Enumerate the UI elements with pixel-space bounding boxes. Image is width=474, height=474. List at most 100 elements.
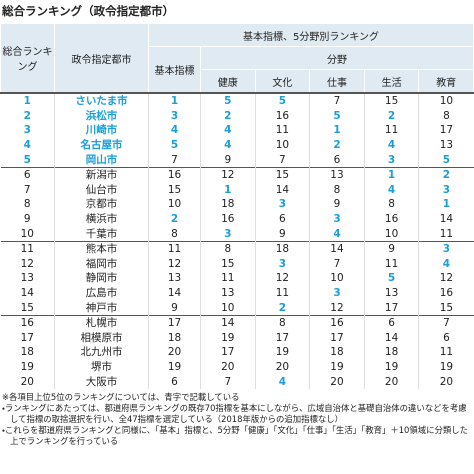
rank-cell: 19 [254,345,310,360]
rank-cell: 10 [20,227,34,240]
rank-cell: 2 [148,211,201,227]
rank-cell: 11 [418,226,474,242]
header-cell: 基本指標、5分野別ランキング [148,23,474,47]
rank-cell: 3 [23,124,31,137]
rank-cell: 13 [20,272,34,285]
rank-cell: 10 [148,197,201,212]
city-cell: 熊本市 [54,240,149,257]
rank-cell: 7 [418,314,474,331]
rank-cell: 9 [200,152,256,168]
rank-cell: 10 [309,271,365,286]
rank-cell: 4 [23,139,31,152]
rank-cell: 12 [200,166,256,183]
rank-cell: 4 [200,123,256,138]
rank-cell: 13 [200,285,256,301]
city-cell: 岡山市 [54,152,149,168]
ranking-table: 総合ランキング 政令指定都市 基本指標、5分野別ランキング 基本指標 分野 健康… [0,23,474,389]
rank-cell: 13 [309,166,365,183]
city-cell: 相模原市 [54,330,149,346]
rank-cell: 8 [418,108,474,124]
rank-cell: 11 [254,285,310,301]
city-cell: さいたま市 [54,92,149,109]
rank-cell: 20 [363,374,419,389]
rank-cell: 12 [309,300,365,316]
rank-cell: 2 [200,108,256,124]
rank-cell: 9 [363,240,419,257]
rank-cell: 7 [309,92,365,109]
rank-cell: 19 [20,360,34,373]
rank-cell: 15 [254,166,310,183]
rank-cell: 12 [20,257,34,270]
table-row: 15 神戸市 9 10 2 12 17 15 [1,300,474,316]
rank-cell: 17 [20,331,34,344]
rank-cell: 5 [418,152,474,168]
rank-cell: 4 [363,182,419,198]
table-row: 14 広島市 14 13 11 3 13 16 [1,285,474,301]
rank-cell: 11 [363,123,419,138]
city-cell: 北九州市 [54,345,149,360]
city-cell: 堺市 [54,359,149,375]
rank-cell: 14 [418,211,474,227]
rank-cell: 11 [148,240,201,257]
rank-cell: 20 [200,359,256,375]
table-row: 4 名古屋市 5 4 10 2 4 13 [1,137,474,153]
rank-cell: 2 [23,109,31,122]
city-cell: 横浜市 [54,211,149,227]
rank-cell: 14 [148,285,201,301]
rank-cell: 14 [309,240,365,257]
header-cell: 基本指標 [148,46,201,94]
rank-cell: 1 [363,166,419,183]
rank-cell: 19 [148,359,201,375]
rank-cell: 2 [363,108,419,124]
rank-cell: 8 [23,198,31,211]
rank-cell: 9 [148,300,201,316]
rank-cell: 12 [148,256,201,272]
table-row: 12 福岡市 12 15 3 7 11 4 [1,256,474,272]
rank-cell: 4 [148,123,201,138]
rank-cell: 16 [254,108,310,124]
rank-cell: 13 [418,137,474,153]
city-cell: 大阪市 [54,374,149,389]
rank-cell: 8 [363,197,419,212]
city-cell: 京都市 [54,197,149,212]
table-row: 9 横浜市 2 16 6 3 16 14 [1,211,474,227]
header-cell: 健康 [200,69,256,94]
rank-cell: 20 [20,375,34,388]
table-row: 2 浜松市 3 2 16 5 2 8 [1,108,474,124]
header-cell: 生活 [363,69,420,94]
rank-cell: 5 [23,153,31,166]
rank-cell: 19 [418,359,474,375]
rank-cell: 11 [0,240,55,257]
city-cell: 静岡市 [54,271,149,286]
rank-cell: 9 [254,226,310,242]
table-row: 1 さいたま市 1 5 5 7 15 10 [0,92,474,109]
table-body: 1 さいたま市 1 5 5 7 15 10 2 浜松市 3 2 16 5 2 8 3 川崎市 4 4 11 1 11 17 4 名… [0,92,474,389]
rank-cell: 7 [200,374,256,389]
rank-cell: 18 [200,197,256,212]
rank-cell: 7 [309,256,365,272]
rank-cell: 7 [148,152,201,168]
header-row: 健康 文化 仕事 生活 教育 [1,69,474,94]
table-row: 11 熊本市 11 8 18 14 9 3 [0,240,474,257]
rank-cell: 8 [254,314,310,331]
rank-cell: 14 [363,330,419,346]
rank-cell: 12 [418,271,474,286]
rank-cell: 1 [418,197,474,212]
notes: ※各項目上位5位のランキングについては、青字で記載している ・ランキングにあたって… [0,389,474,447]
table-row: 19 堺市 19 20 20 19 19 19 [1,359,474,375]
rank-cell: 16 [309,314,365,331]
rank-cell: 6 [418,330,474,346]
rank-cell: 3 [254,256,310,272]
rank-cell: 17 [148,314,201,331]
city-cell: 仙台市 [54,182,149,198]
rank-cell: 16 [0,314,55,331]
rank-cell: 7 [254,152,310,168]
rank-cell: 3 [309,285,365,301]
city-cell: 福岡市 [54,256,149,272]
rank-cell: 18 [148,330,201,346]
rank-cell: 3 [363,152,419,168]
rank-cell: 8 [148,226,201,242]
rank-cell: 18 [363,345,419,360]
rank-cell: 1 [309,123,365,138]
